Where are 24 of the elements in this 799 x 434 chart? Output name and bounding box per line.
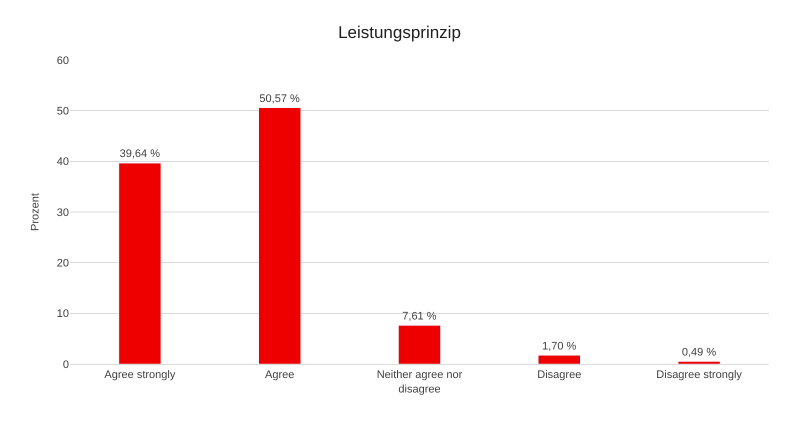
data-label: 0,49 % xyxy=(682,346,716,359)
y-tick-label: 50 xyxy=(56,106,69,118)
bar xyxy=(118,162,162,364)
bar xyxy=(678,361,720,364)
y-axis-title: Prozent xyxy=(29,193,42,231)
chart-title: Leistungsprinzip xyxy=(338,22,461,42)
y-tick-label: 60 xyxy=(56,54,69,67)
data-label: 7,61 % xyxy=(402,310,437,322)
y-tick-label: 30 xyxy=(56,206,69,219)
x-tick-label: Disagree strongly xyxy=(656,369,742,382)
y-tick-label: 20 xyxy=(56,258,69,270)
x-tick-label: Disagree xyxy=(537,369,582,382)
bar xyxy=(538,355,581,364)
data-label: 1,70 % xyxy=(542,340,577,352)
data-label: 39,64 % xyxy=(120,148,160,160)
y-tick-label: 40 xyxy=(56,156,69,168)
x-tick-label: Agree strongly xyxy=(104,369,176,382)
y-tick-label: 0 xyxy=(62,358,69,371)
x-tick-label: Neither agree nor disagree xyxy=(376,369,463,396)
y-tick-label: 10 xyxy=(56,308,69,320)
bar xyxy=(398,325,441,364)
data-label: 50,57 % xyxy=(259,92,300,105)
bar xyxy=(258,108,301,364)
x-tick-label: Agree xyxy=(265,369,294,382)
